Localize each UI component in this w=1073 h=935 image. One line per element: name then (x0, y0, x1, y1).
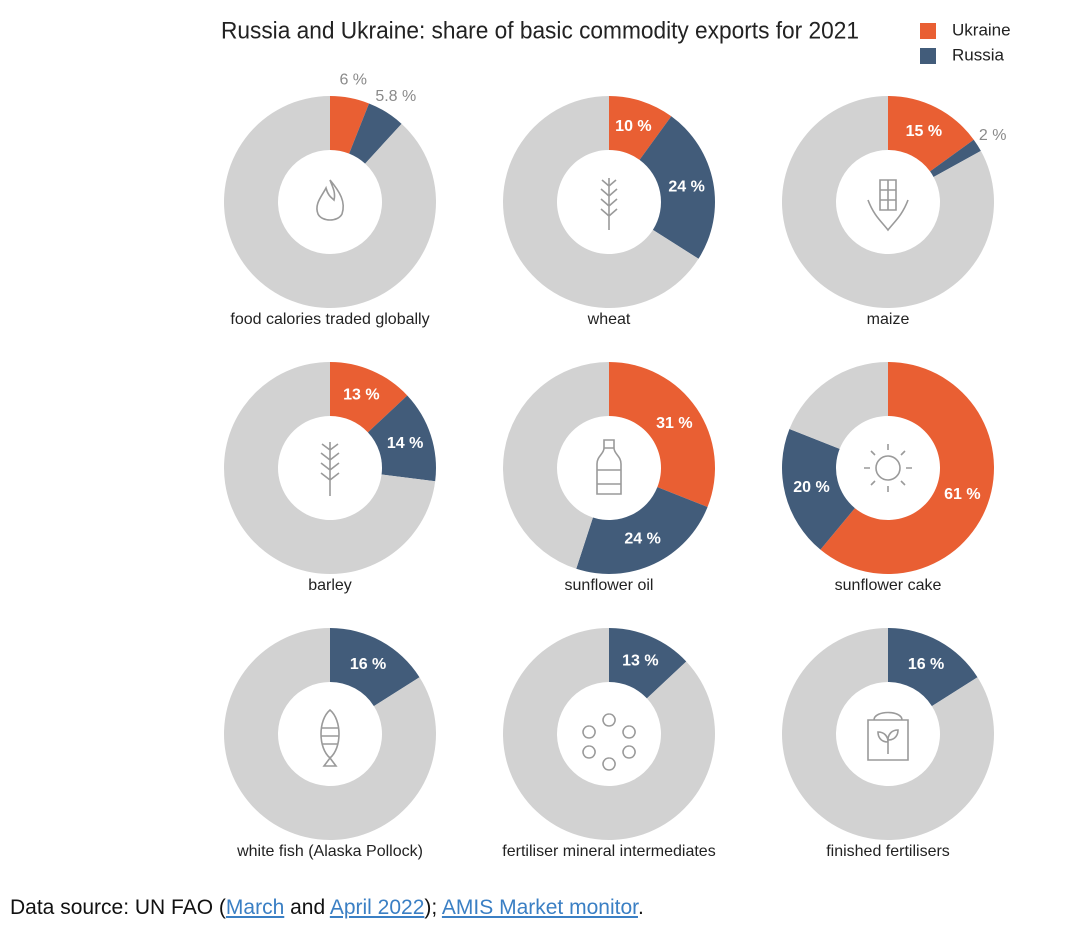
icon (582, 713, 636, 771)
chart-label: white fish (Alaska Pollock) (236, 843, 423, 860)
chart-label: maize (867, 311, 910, 328)
donut-segment (349, 103, 402, 164)
icon (596, 439, 622, 495)
value-label: 2 % (979, 127, 1007, 144)
chart-label: sunflower cake (835, 577, 942, 594)
legend-label: Russia (952, 45, 1005, 64)
source-link[interactable]: March (225, 896, 285, 919)
value-label: 16 % (350, 656, 386, 673)
donut-segment (639, 116, 715, 259)
donut-segment (576, 487, 708, 574)
donut-segment (609, 96, 672, 160)
remainder-segment (223, 96, 436, 308)
value-label: 15 % (906, 123, 942, 140)
donut-segment (888, 96, 974, 172)
remainder-segment (503, 628, 716, 840)
donut-segment (930, 139, 981, 177)
chart-label: barley (308, 577, 352, 594)
value-label: 14 % (387, 435, 423, 452)
icon (864, 444, 912, 492)
donut-segment (609, 362, 716, 508)
remainder-segment (224, 628, 436, 841)
value-label: 10 % (615, 118, 651, 135)
value-label: 16 % (908, 656, 944, 673)
source-text: ); (424, 896, 442, 919)
icon (320, 442, 340, 496)
donut-segment (888, 628, 978, 707)
value-label: 5.8 % (375, 88, 416, 105)
chart-label: wheat (587, 311, 631, 328)
donut-segment (367, 395, 436, 482)
value-label: 31 % (656, 415, 692, 432)
legend-label: Ukraine (952, 20, 1011, 39)
donut-segment (330, 96, 370, 154)
chart-label: food calories traded globally (230, 311, 429, 328)
legend-swatch (920, 23, 936, 39)
chart: Russia and Ukraine: share of basic commo… (221, 17, 1011, 860)
chart-title: Russia and Ukraine: share of basic commo… (221, 17, 859, 44)
chart-label: sunflower oil (565, 577, 654, 594)
icon (600, 178, 618, 230)
remainder-segment (503, 96, 699, 308)
chart-label: finished fertilisers (826, 843, 950, 860)
source-link[interactable]: April 2022 (329, 896, 425, 919)
value-label: 6 % (339, 71, 367, 88)
value-label: 13 % (622, 653, 658, 670)
remainder-segment (782, 628, 995, 841)
donut-segment (330, 362, 408, 433)
source-note: Data source: UN FAO (March and April 202… (10, 896, 644, 920)
donut-segment (609, 628, 687, 699)
source-text: Data source: UN FAO ( (10, 896, 226, 919)
icon (867, 711, 909, 761)
value-label: 61 % (944, 486, 980, 503)
source-link[interactable]: AMIS Market monitor (441, 896, 638, 919)
donut-segment (820, 362, 994, 574)
value-label: 13 % (343, 387, 379, 404)
remainder-segment (789, 362, 888, 449)
legend-swatch (920, 48, 936, 64)
donut-segment (330, 628, 420, 707)
source-text: . (637, 896, 644, 919)
remainder-segment (224, 362, 436, 574)
donut-segment (782, 428, 855, 550)
icon (320, 708, 340, 767)
value-label: 24 % (624, 531, 660, 548)
icon (316, 179, 345, 221)
icon (867, 179, 909, 232)
value-label: 24 % (668, 178, 704, 195)
value-label: 20 % (793, 479, 829, 496)
source-text: and (284, 896, 330, 919)
remainder-segment (502, 362, 609, 569)
chart-label: fertiliser mineral intermediates (502, 843, 715, 860)
remainder-segment (782, 96, 995, 308)
